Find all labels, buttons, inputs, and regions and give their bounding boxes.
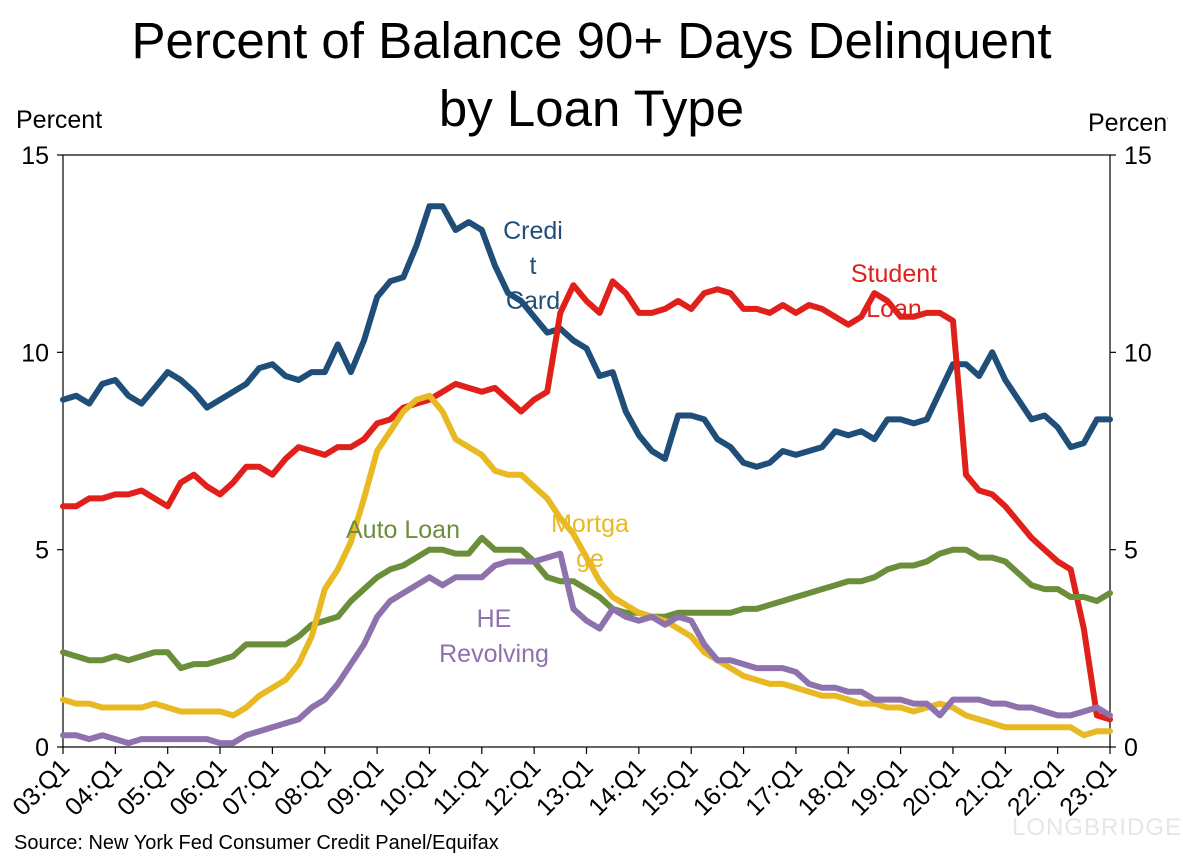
x-tick-label: 17:Q1 — [740, 753, 808, 821]
x-tick-label: 21:Q1 — [950, 753, 1018, 821]
right-y-tick-label: 0 — [1124, 734, 1138, 762]
series-label-credit-card: Credi — [503, 217, 563, 245]
left-y-tick-label: 15 — [21, 142, 49, 170]
x-tick-label: 03:Q1 — [7, 753, 75, 821]
x-tick-label: 04:Q1 — [60, 753, 128, 821]
x-tick-label: 14:Q1 — [583, 753, 651, 821]
x-tick-label: 06:Q1 — [164, 753, 232, 821]
series-label-mortgage: ge — [576, 545, 604, 573]
watermark: LONGBRIDGE — [1012, 814, 1183, 841]
x-tick-label: 16:Q1 — [688, 753, 756, 821]
chart-title-line-1: Percent of Balance 90+ Days Delinquent — [131, 12, 1052, 69]
x-tick-label: 10:Q1 — [374, 753, 442, 821]
right-y-tick-label: 10 — [1124, 339, 1152, 367]
x-tick-label: 13:Q1 — [531, 753, 599, 821]
series-line-credit-card — [60, 203, 1113, 470]
source-note: Source: New York Fed Consumer Credit Pan… — [14, 832, 499, 854]
series-label-student-loan: Student — [851, 260, 937, 288]
x-tick-label: 09:Q1 — [321, 753, 389, 821]
x-tick-label: 15:Q1 — [635, 753, 703, 821]
series-line-mortgage — [60, 392, 1113, 739]
series-label-credit-card: t — [530, 252, 537, 280]
x-tick-label: 12:Q1 — [478, 753, 546, 821]
x-tick-label: 19:Q1 — [845, 753, 913, 821]
series-label-credit-card: Card — [506, 287, 560, 315]
x-tick-label: 07:Q1 — [217, 753, 285, 821]
x-tick-label: 18:Q1 — [793, 753, 861, 821]
right-axis-unit-label: Percent — [1088, 109, 1168, 137]
x-tick-label: 23:Q1 — [1054, 753, 1122, 821]
series-line-he-revolving — [60, 550, 1113, 747]
x-tick-label: 08:Q1 — [269, 753, 337, 821]
series-label-mortgage: Mortga — [551, 510, 629, 538]
chart-title-line-2: by Loan Type — [438, 80, 745, 137]
x-tick-label: 20:Q1 — [897, 753, 965, 821]
right-y-tick-label: 5 — [1124, 537, 1138, 565]
series-label-auto-loan: Auto Loan — [346, 516, 460, 544]
right-y-tick-label: 15 — [1124, 142, 1152, 170]
left-y-tick-label: 10 — [21, 339, 49, 367]
series-label-student-loan: Loan — [866, 295, 922, 323]
left-y-tick-label: 5 — [35, 537, 49, 565]
x-tick-label: 11:Q1 — [427, 753, 494, 820]
series-label-he-revolving: Revolving — [439, 640, 549, 668]
series-label-he-revolving: HE — [477, 605, 512, 633]
left-axis-unit-label: Percent — [16, 106, 103, 134]
series-line-auto-loan — [60, 534, 1113, 672]
x-tick-label: 05:Q1 — [112, 753, 180, 821]
series-line-student-loan — [60, 278, 1113, 723]
left-y-tick-label: 0 — [35, 734, 49, 762]
x-tick-label: 22:Q1 — [1002, 753, 1070, 821]
